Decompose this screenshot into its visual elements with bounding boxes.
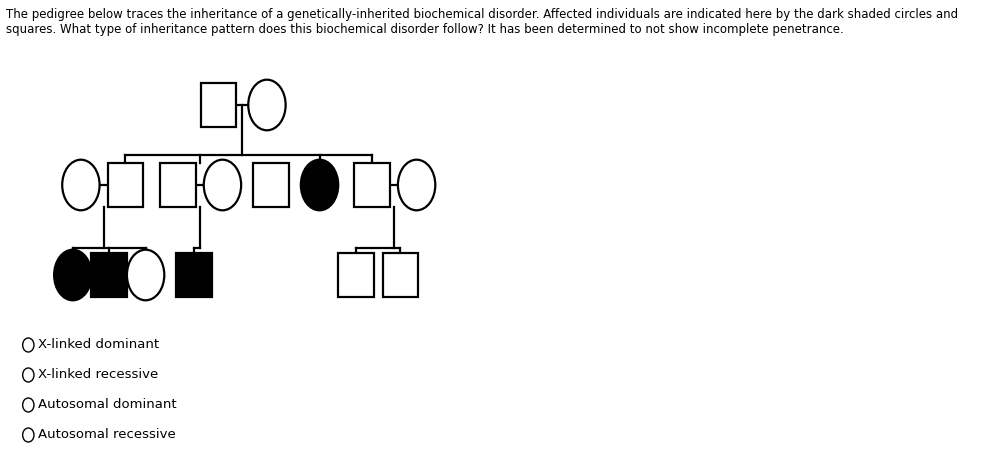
Circle shape xyxy=(23,398,34,412)
Text: Autosomal recessive: Autosomal recessive xyxy=(38,429,176,441)
Circle shape xyxy=(23,428,34,442)
Circle shape xyxy=(23,338,34,352)
Text: X-linked dominant: X-linked dominant xyxy=(38,339,159,352)
Bar xyxy=(91,253,127,297)
Text: X-linked recessive: X-linked recessive xyxy=(38,369,159,381)
Ellipse shape xyxy=(398,160,435,210)
Circle shape xyxy=(23,368,34,382)
Bar xyxy=(177,253,212,297)
Bar xyxy=(253,163,289,207)
Ellipse shape xyxy=(248,80,286,130)
Ellipse shape xyxy=(203,160,241,210)
Bar xyxy=(200,83,236,127)
Ellipse shape xyxy=(301,160,338,210)
Bar xyxy=(160,163,195,207)
Bar xyxy=(383,253,419,297)
Text: The pedigree below traces the inheritance of a genetically-inherited biochemical: The pedigree below traces the inheritanc… xyxy=(7,8,958,36)
Ellipse shape xyxy=(55,250,91,300)
Bar xyxy=(107,163,143,207)
Bar xyxy=(354,163,390,207)
Ellipse shape xyxy=(62,160,99,210)
Text: Autosomal dominant: Autosomal dominant xyxy=(38,399,177,411)
Bar xyxy=(338,253,374,297)
Ellipse shape xyxy=(127,250,165,300)
